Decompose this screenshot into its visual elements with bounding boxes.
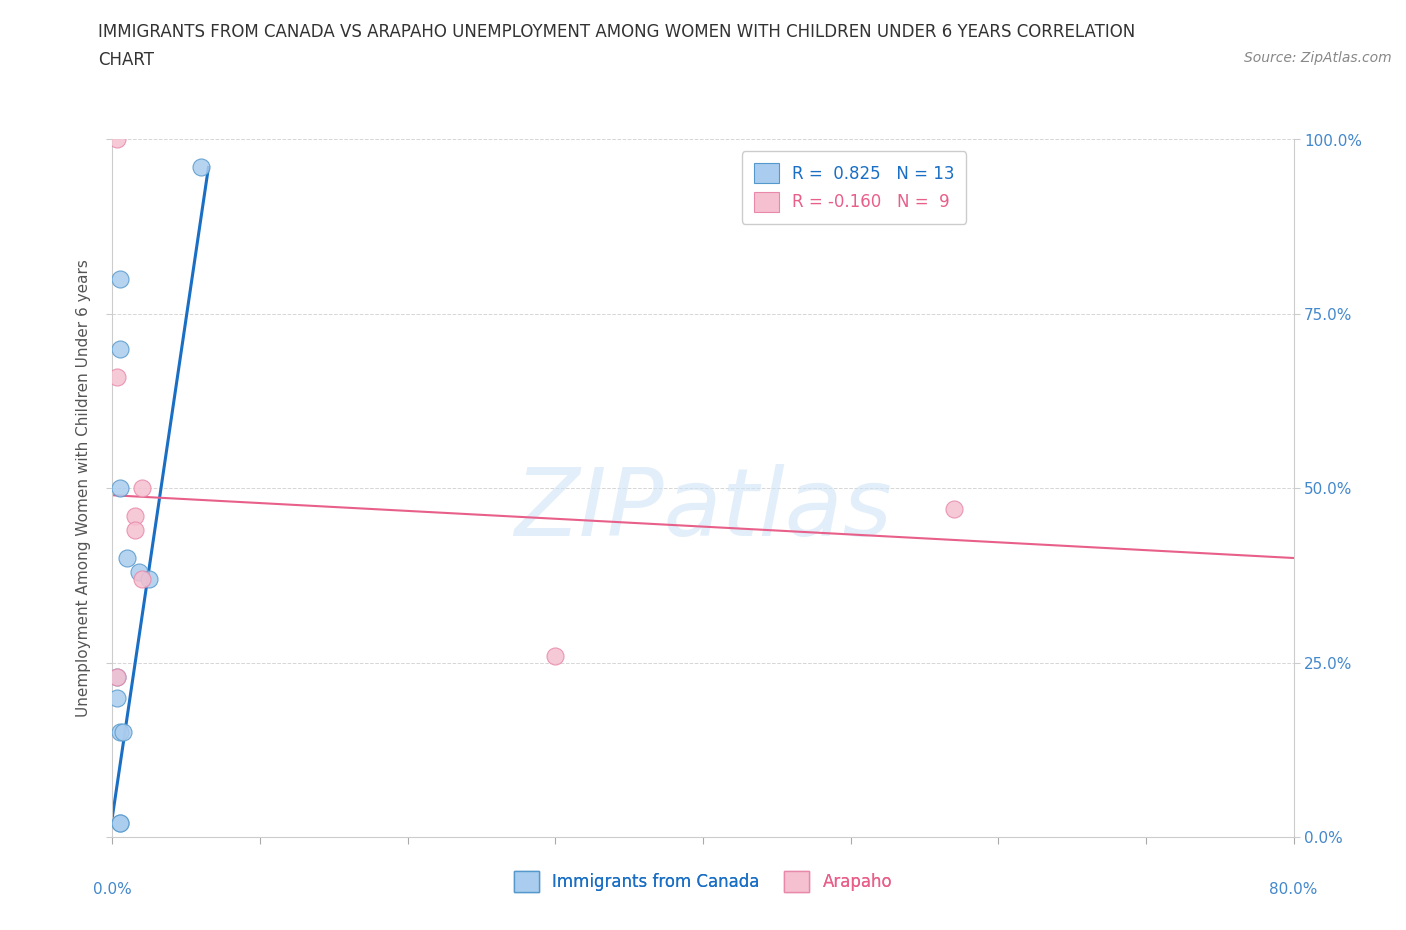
Point — [108, 816, 131, 830]
Point — [105, 670, 128, 684]
Point — [124, 523, 146, 538]
Point — [131, 571, 153, 587]
Text: 80.0%: 80.0% — [1270, 883, 1317, 897]
Point — [108, 816, 131, 830]
Text: IMMIGRANTS FROM CANADA VS ARAPAHO UNEMPLOYMENT AMONG WOMEN WITH CHILDREN UNDER 6: IMMIGRANTS FROM CANADA VS ARAPAHO UNEMPL… — [98, 23, 1136, 41]
Text: ZIPatlas: ZIPatlas — [515, 464, 891, 554]
Point — [105, 670, 128, 684]
Text: Source: ZipAtlas.com: Source: ZipAtlas.com — [1244, 51, 1392, 65]
Point — [111, 725, 134, 740]
Point — [124, 509, 146, 524]
Point — [117, 551, 138, 565]
Text: 0.0%: 0.0% — [93, 883, 132, 897]
Point — [105, 690, 128, 705]
Point — [138, 571, 160, 587]
Point — [108, 481, 131, 496]
Point — [108, 725, 131, 740]
Point — [942, 502, 965, 517]
Legend: Immigrants from Canada, Arapaho: Immigrants from Canada, Arapaho — [508, 865, 898, 898]
Point — [131, 481, 153, 496]
Point — [544, 648, 567, 663]
Y-axis label: Unemployment Among Women with Children Under 6 years: Unemployment Among Women with Children U… — [76, 259, 91, 717]
Point — [108, 341, 131, 356]
Point — [105, 132, 128, 147]
Point — [108, 272, 131, 286]
Text: CHART: CHART — [98, 51, 155, 69]
Point — [128, 565, 150, 579]
Point — [190, 160, 212, 175]
Point — [105, 369, 128, 384]
